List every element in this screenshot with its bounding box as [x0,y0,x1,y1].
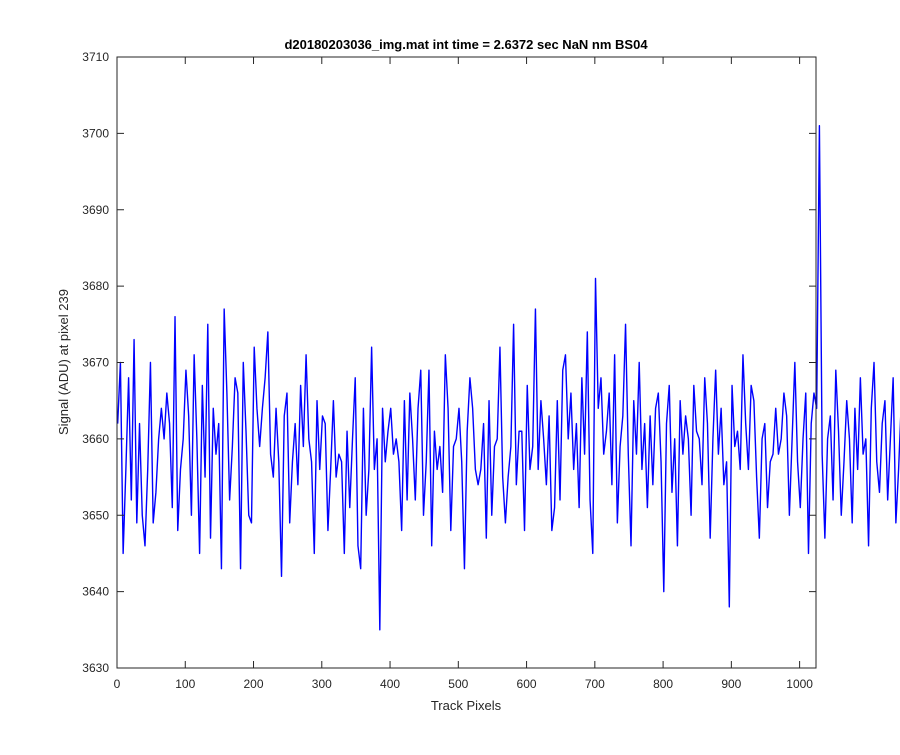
y-tick-label: 3660 [82,432,109,446]
signal-series-line [116,125,900,631]
y-tick-label: 3650 [82,508,109,522]
x-tick-label: 600 [517,677,537,691]
x-axis-label: Track Pixels [431,698,502,713]
y-tick-label: 3690 [82,203,109,217]
y-tick-label: 3710 [82,50,109,64]
x-tick-label: 0 [114,677,121,691]
x-tick-label: 400 [380,677,400,691]
x-tick-label: 300 [312,677,332,691]
axes-background [117,57,816,668]
y-tick-label: 3630 [82,661,109,675]
x-tick-label: 700 [585,677,605,691]
x-tick-label: 500 [448,677,468,691]
y-tick-label: 3700 [82,126,109,140]
x-tick-label: 800 [653,677,673,691]
y-tick-label: 3670 [82,356,109,370]
x-tick-label: 100 [175,677,195,691]
x-tick-label: 200 [244,677,264,691]
tick-layer: 0 100 200 300 400 500 600 700 800 900 1000 3630 3640… [82,50,816,691]
y-tick-label: 3680 [82,279,109,293]
series-layer [116,125,900,631]
y-tick-label: 3640 [82,585,109,599]
chart-title: d20180203036_img.mat int time = 2.6372 s… [284,37,648,52]
x-tick-label: 1000 [786,677,813,691]
x-tick-label: 900 [721,677,741,691]
y-axis-label: Signal (ADU) at pixel 239 [56,289,71,435]
